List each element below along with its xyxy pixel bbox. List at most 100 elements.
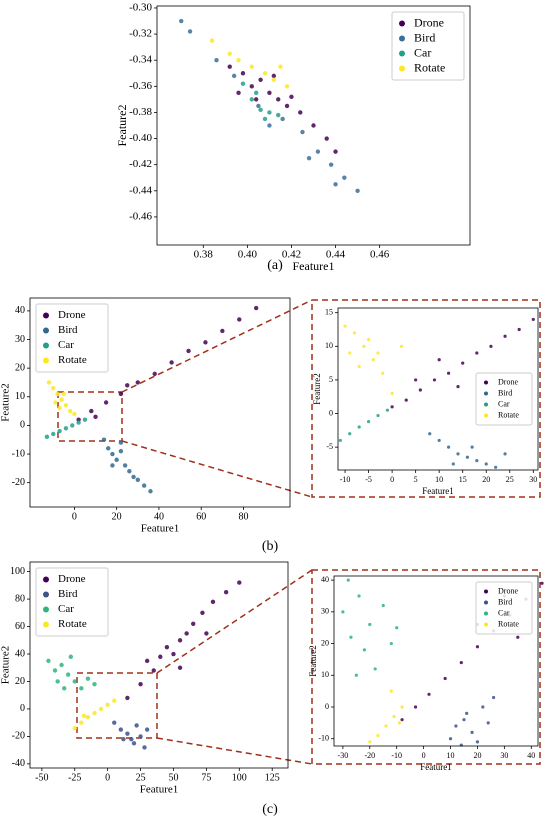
panel-label: (a)	[267, 258, 283, 273]
point	[79, 686, 84, 691]
point	[357, 594, 361, 598]
y-axis-label: Feature2	[312, 373, 322, 405]
point	[249, 64, 254, 69]
y-tick-label: -0.36	[129, 80, 152, 92]
point	[61, 391, 67, 397]
zoom-connector	[156, 569, 313, 674]
point	[516, 635, 520, 639]
y-tick-label: -0.32	[129, 28, 152, 40]
point	[278, 64, 283, 69]
point	[446, 445, 451, 449]
y-tick-label: 40	[15, 648, 25, 659]
point	[315, 149, 321, 154]
x-tick-label: 40	[527, 751, 535, 760]
point	[280, 116, 285, 122]
point	[209, 38, 215, 43]
point	[98, 706, 104, 712]
point	[210, 599, 216, 605]
x-tick-label: 25	[506, 475, 514, 484]
point	[381, 603, 385, 608]
point	[118, 727, 124, 732]
zoom-connector	[121, 440, 313, 498]
point	[51, 385, 56, 391]
point	[475, 351, 479, 355]
point	[57, 428, 62, 434]
point	[389, 641, 393, 646]
x-tick-label: 20	[482, 475, 490, 484]
point	[214, 57, 219, 63]
y-axis-label: Feature2	[0, 383, 12, 421]
point	[371, 358, 375, 362]
point	[481, 705, 485, 709]
x-axis-label: Feature1	[420, 762, 452, 772]
point	[465, 455, 470, 459]
x-tick-label: 25	[136, 772, 146, 783]
x-tick-label: 0.44	[326, 249, 346, 261]
y-tick-label: -10	[318, 734, 329, 743]
point	[352, 331, 357, 335]
y-tick-label: 0	[20, 703, 25, 714]
point	[184, 631, 189, 636]
legend-label: Drone	[58, 309, 86, 321]
point	[413, 705, 418, 709]
x-tick-label: 40	[154, 511, 164, 522]
y-tick-label: -0.46	[129, 210, 152, 222]
point	[106, 446, 111, 451]
legend-marker	[484, 589, 488, 594]
point	[240, 71, 246, 76]
point	[63, 426, 69, 431]
point	[341, 610, 345, 614]
point	[267, 110, 272, 115]
legend-marker	[399, 50, 405, 57]
point	[249, 97, 254, 102]
point	[503, 452, 507, 456]
y-tick-label: 80	[15, 593, 25, 604]
point	[46, 658, 51, 664]
point	[366, 420, 371, 424]
point	[262, 116, 268, 122]
point	[148, 489, 153, 494]
point	[110, 463, 115, 468]
x-axis-label: Feature1	[422, 486, 454, 496]
point	[437, 438, 441, 443]
y-tick-label: -0.40	[129, 132, 152, 144]
point	[256, 103, 261, 109]
legend-label: Rotate	[414, 60, 445, 74]
legend-label: Rotate	[498, 619, 519, 628]
point	[134, 723, 139, 728]
point	[348, 432, 352, 436]
point	[112, 720, 117, 725]
point	[105, 702, 110, 708]
point	[454, 724, 458, 728]
point	[76, 420, 81, 425]
point	[390, 405, 394, 409]
point	[79, 720, 84, 725]
point	[59, 397, 64, 402]
point	[253, 305, 259, 311]
x-tick-label: 5	[414, 475, 418, 484]
point	[249, 84, 254, 89]
x-tick-label: -30	[338, 751, 349, 760]
y-tick-label: -0.34	[129, 54, 152, 66]
legend-label: Drone	[414, 15, 444, 29]
point	[362, 344, 366, 348]
point	[186, 348, 191, 354]
legend-marker	[484, 622, 488, 627]
point	[284, 84, 290, 89]
y-tick-label: 20	[15, 362, 25, 373]
y-tick-label: 40	[15, 305, 25, 316]
legend-marker	[484, 402, 488, 407]
point	[231, 73, 237, 79]
point	[531, 317, 535, 322]
point	[362, 648, 367, 652]
point	[93, 414, 98, 420]
point	[540, 581, 544, 585]
point	[92, 682, 97, 687]
point	[191, 621, 196, 626]
legend-label: Bird	[58, 588, 78, 600]
legend-marker	[43, 327, 49, 334]
legend-label: Car	[414, 45, 431, 59]
x-tick-label: 0.38	[194, 249, 214, 261]
y-tick-label: 15	[325, 308, 333, 317]
legend-marker	[43, 357, 49, 364]
